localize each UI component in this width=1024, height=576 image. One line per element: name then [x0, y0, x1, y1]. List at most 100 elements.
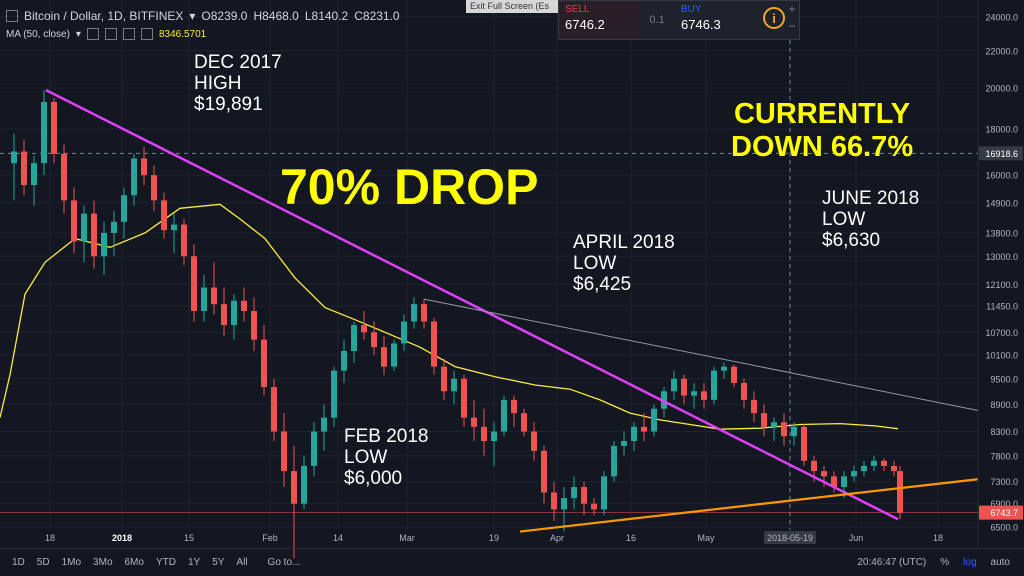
- candle-body: [41, 101, 47, 164]
- dropdown-icon[interactable]: ▾: [75, 28, 81, 40]
- candle-body: [271, 387, 277, 432]
- candle-body: [321, 417, 327, 432]
- time-tick-label: 19: [489, 533, 499, 543]
- more-icon[interactable]: [140, 28, 153, 40]
- exit-fullscreen-button[interactable]: Exit Full Screen (Es: [466, 0, 562, 13]
- candle-body: [761, 413, 767, 427]
- resistance-trendline: [423, 298, 981, 412]
- price-axis[interactable]: 6500.0 6900.0 7300.0 7800.0 8300.0 8900.0 9500…: [977, 0, 1024, 548]
- candle-body: [711, 370, 717, 400]
- timeframe-all[interactable]: All: [236, 557, 248, 568]
- candle-body: [221, 304, 227, 326]
- candle-body: [371, 332, 377, 348]
- time-tick-label: Mar: [399, 533, 415, 543]
- candle-body: [841, 476, 847, 488]
- time-tick-label: Feb: [262, 533, 278, 543]
- timeframe-6mo[interactable]: 6Mo: [124, 557, 144, 568]
- buy-button[interactable]: BUY 6746.3: [675, 1, 755, 39]
- timeframe-1y[interactable]: 1Y: [187, 557, 201, 568]
- candle-body: [151, 175, 157, 201]
- settings-icon[interactable]: [104, 28, 117, 40]
- collapse-icon[interactable]: [6, 10, 18, 22]
- percent-toggle[interactable]: %: [940, 557, 950, 568]
- timeframe-5y[interactable]: 5Y: [212, 557, 225, 568]
- sell-label: SELL: [565, 4, 590, 15]
- price-tick-label: 8900.0: [990, 400, 1018, 410]
- candle-body: [171, 224, 177, 231]
- candle-body: [751, 399, 757, 414]
- candle-body: [111, 221, 117, 233]
- dropdown-icon[interactable]: ▾: [189, 9, 196, 23]
- timeframe-1d[interactable]: 1D: [12, 557, 25, 568]
- candle-body: [661, 391, 667, 409]
- candle-body: [381, 347, 387, 367]
- feb-low-annotation: FEB 2018 LOW $6,000: [344, 426, 429, 489]
- candle-body: [721, 366, 727, 371]
- eye-icon[interactable]: [86, 28, 99, 40]
- last-price-box: [979, 505, 1023, 520]
- info-icon[interactable]: i: [763, 7, 785, 29]
- candle-body: [741, 382, 747, 400]
- candle-body: [461, 378, 467, 418]
- candle-body: [791, 426, 797, 437]
- candle-body: [551, 492, 557, 510]
- candle-body: [561, 498, 567, 510]
- candle-body: [851, 471, 857, 477]
- timeframe-3mo[interactable]: 3Mo: [93, 557, 113, 568]
- candle-body: [891, 465, 897, 472]
- timeframe-5d[interactable]: 5D: [36, 557, 50, 568]
- candle-body: [391, 343, 397, 367]
- trendlines[interactable]: [45, 89, 981, 533]
- buy-value: 6746.3: [681, 17, 721, 32]
- candle-body: [871, 460, 877, 466]
- drop-annotation: 70% DROP: [280, 159, 539, 215]
- price-tick-label: 22000.0: [985, 46, 1018, 56]
- june-low-annotation: JUNE 2018 LOW $6,630: [822, 188, 920, 251]
- utc-clock[interactable]: 20:46:47 (UTC): [857, 557, 927, 568]
- candle-body: [581, 487, 587, 504]
- auto-toggle[interactable]: auto: [990, 557, 1010, 568]
- support-trendline: [519, 477, 981, 533]
- spread-value: 0.1: [649, 14, 665, 26]
- candle-body: [61, 153, 67, 201]
- candle-body: [471, 417, 477, 427]
- close-icon[interactable]: [122, 28, 135, 40]
- candle-body: [101, 232, 107, 257]
- time-tick-label: 2018-05-19: [767, 533, 813, 543]
- price-tick-label: 13800.0: [985, 228, 1018, 238]
- candle-body: [191, 256, 197, 312]
- price-tick-label: 12100.0: [985, 280, 1018, 290]
- goto-button[interactable]: Go to...: [267, 557, 301, 568]
- timeframe-ytd[interactable]: YTD: [155, 557, 176, 568]
- candle-body: [241, 300, 247, 312]
- log-toggle[interactable]: log: [963, 557, 977, 568]
- zoom-in-button[interactable]: +: [788, 2, 796, 16]
- candle-body: [21, 151, 27, 186]
- price-tick-label: 18000.0: [985, 125, 1018, 135]
- trade-panel: SELL 6746.2 0.1 BUY 6746.3 i + −: [558, 0, 800, 40]
- candle-body: [441, 366, 447, 392]
- zoom-out-button[interactable]: −: [788, 19, 796, 33]
- time-tick-label: 18: [933, 533, 943, 543]
- candle-body: [631, 426, 637, 442]
- ma-label[interactable]: MA (50, close): [6, 28, 70, 40]
- timeframe-1mo[interactable]: 1Mo: [61, 557, 82, 568]
- candle-body: [591, 503, 597, 510]
- time-tick-label: 18: [45, 533, 55, 543]
- zoom-controls: + −: [785, 1, 799, 39]
- candle-body: [411, 304, 417, 322]
- time-tick-label: May: [697, 533, 715, 543]
- candle-body: [861, 465, 867, 472]
- price-tick-label: 16000.0: [985, 171, 1018, 181]
- symbol-title[interactable]: Bitcoin / Dollar, 1D, BITFINEX: [24, 9, 184, 23]
- time-tick-label: Apr: [550, 533, 564, 543]
- bottom-toolbar: 1D 5D 1Mo 3Mo 6Mo YTD 1Y 5Y All Go to... 20:46:4…: [0, 548, 1024, 576]
- sell-button[interactable]: SELL 6746.2: [559, 1, 639, 39]
- candle-body: [881, 460, 887, 466]
- time-axis[interactable]: 18 2018 15 Feb 14 Mar 19 Apr 16 May 2018-05-19 Jun 1…: [45, 531, 943, 544]
- time-tick-label: 14: [333, 533, 343, 543]
- candle-body: [91, 213, 97, 257]
- timeframe-buttons: 1D 5D 1Mo 3Mo 6Mo YTD 1Y 5Y All: [0, 557, 248, 568]
